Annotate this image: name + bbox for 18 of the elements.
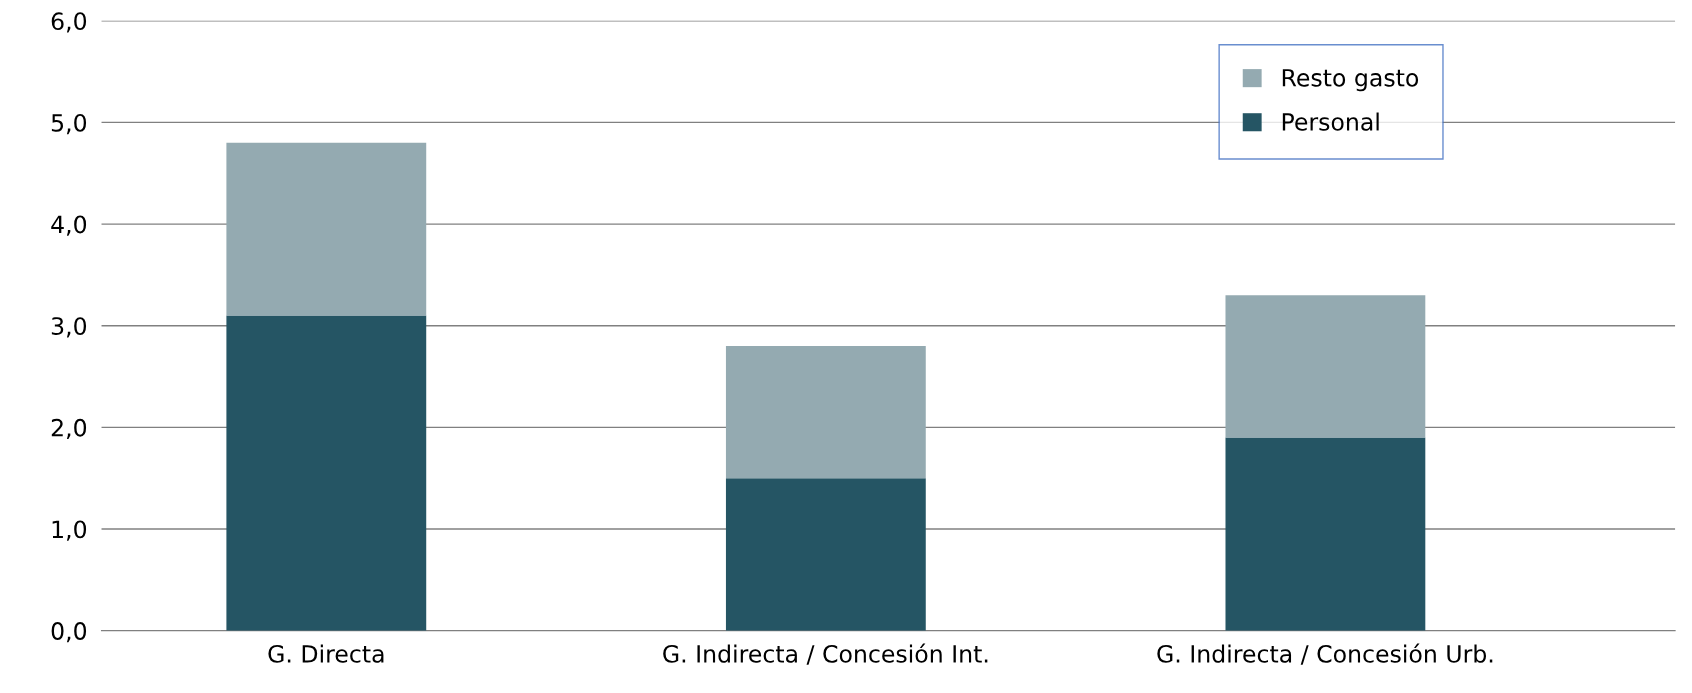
x-tick-label: G. Indirecta / Concesión Int. <box>663 643 988 665</box>
y-tick-label: 0,0 <box>51 622 87 643</box>
bar <box>1225 437 1426 631</box>
y-tick-label: 6,0 <box>51 12 87 33</box>
y-tick-label: 3,0 <box>51 317 87 338</box>
x-tick-label: G. Directa <box>268 644 384 663</box>
bar <box>226 142 427 316</box>
bar <box>725 346 926 479</box>
y-tick-label: 4,0 <box>51 215 87 236</box>
legend-label: Personal <box>1282 112 1379 131</box>
y-tick-label: 5,0 <box>51 113 87 135</box>
bar <box>725 478 926 631</box>
bar <box>226 315 427 631</box>
legend-label: Resto gasto <box>1282 69 1419 92</box>
bar <box>1225 295 1426 438</box>
x-tick-label: G. Indirecta / Concesión Urb. <box>1157 643 1493 665</box>
y-tick-label: 2,0 <box>51 418 87 440</box>
y-tick-label: 1,0 <box>52 520 87 541</box>
